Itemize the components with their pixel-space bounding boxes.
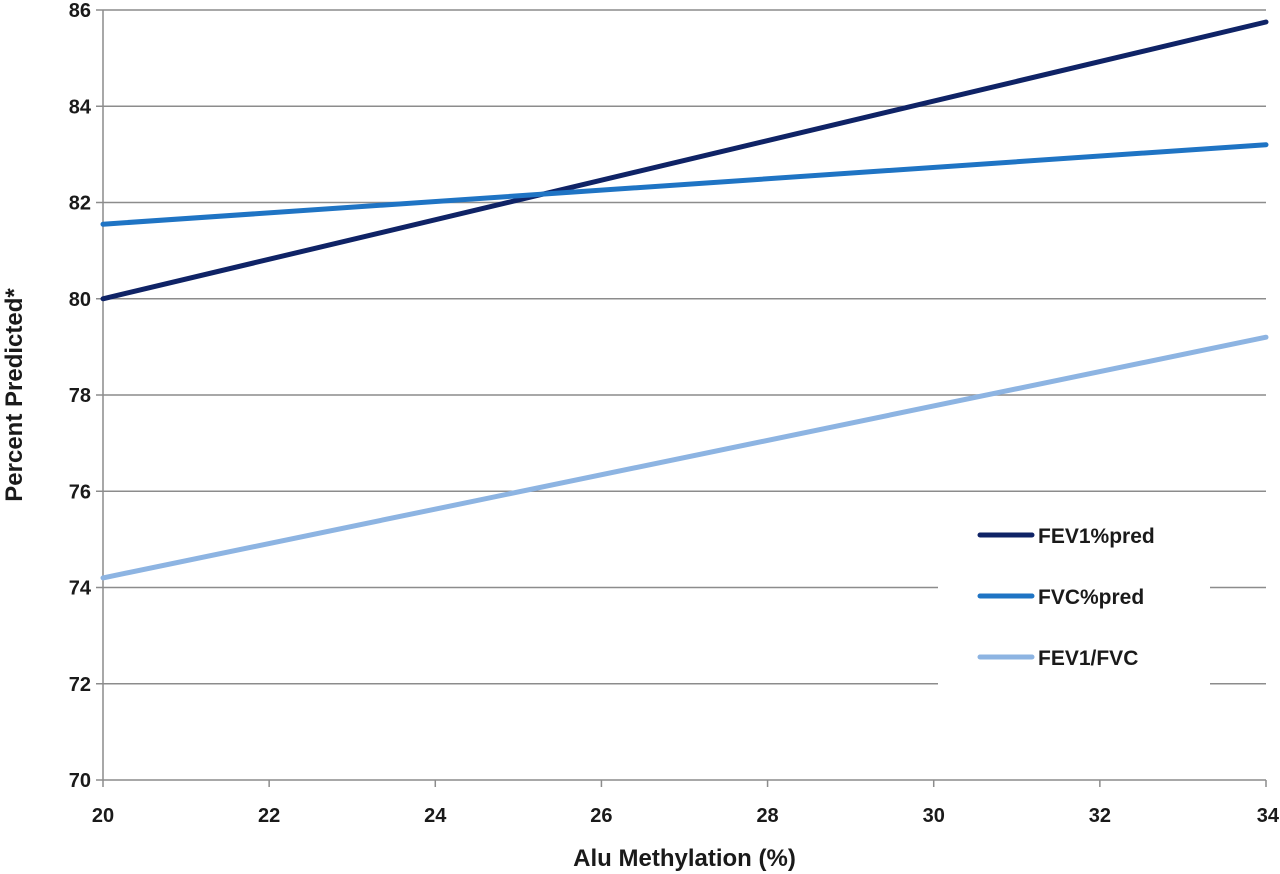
legend-label: FVC%pred (1038, 586, 1144, 609)
y-tick-label: 74 (69, 578, 92, 600)
x-tick-labels: 20 22 24 26 28 30 32 34 (92, 805, 1280, 827)
y-tick-label: 70 (69, 770, 91, 792)
x-tick-label: 34 (1257, 805, 1280, 827)
series-lines (100, 19, 1269, 581)
y-tick-label: 72 (69, 674, 91, 696)
y-tick-label: 76 (69, 481, 91, 503)
x-tick-label: 20 (92, 805, 114, 827)
legend-label: FEV1%pred (1038, 525, 1155, 548)
x-tick-label: 24 (424, 805, 447, 827)
y-tick-label: 80 (69, 289, 91, 311)
legend-label: FEV1/FVC (1038, 647, 1138, 670)
x-tick-label: 30 (923, 805, 945, 827)
gridlines (103, 9, 1266, 685)
x-tick-label: 32 (1089, 805, 1111, 827)
y-tick-labels: 70 72 74 76 78 80 82 84 86 (69, 0, 92, 792)
legend: FEV1%pred FVC%pred FEV1/FVC (938, 500, 1210, 700)
series-line-1 (100, 19, 1269, 302)
y-tick-label: 86 (69, 0, 91, 22)
series-line-2 (100, 142, 1269, 227)
series-line-3 (100, 334, 1269, 581)
x-axis-title: Alu Methylation (%) (573, 845, 796, 872)
y-tick-label: 82 (69, 193, 91, 215)
y-axis-title: Percent Predicted* (1, 288, 28, 502)
y-tick-label: 84 (69, 96, 92, 118)
x-tick-label: 28 (756, 805, 778, 827)
x-tick-label: 22 (258, 805, 280, 827)
y-tick-label: 78 (69, 385, 91, 407)
x-tick-label: 26 (590, 805, 612, 827)
